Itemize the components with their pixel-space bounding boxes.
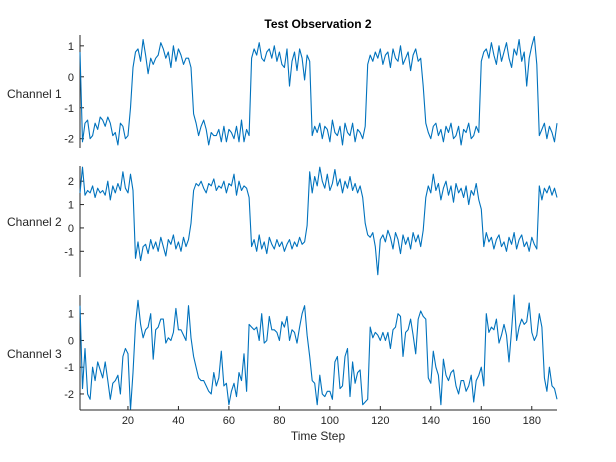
y-tick-label: 2 <box>68 176 74 188</box>
channel-3-label: Channel 3 <box>7 347 62 361</box>
channel-1-label: Channel 1 <box>7 87 62 101</box>
y-tick-label: 0 <box>68 72 74 84</box>
y-tick-label: 1 <box>68 309 74 321</box>
y-tick-label: -1 <box>64 103 74 115</box>
y-tick-label: 0 <box>68 223 74 235</box>
x-tick-label: 80 <box>273 415 285 427</box>
x-tick-label: 20 <box>122 415 134 427</box>
x-tick-label: 180 <box>523 415 541 427</box>
x-tick-label: 60 <box>223 415 235 427</box>
y-tick-label: -1 <box>64 246 74 258</box>
y-tick-label: -2 <box>64 389 74 401</box>
x-tick-label: 160 <box>472 415 490 427</box>
chart-title: Test Observation 2 <box>264 17 371 31</box>
series-line-channel-3 <box>79 294 558 411</box>
x-tick-label: 140 <box>422 415 440 427</box>
series-line-channel-1 <box>79 35 558 146</box>
y-tick-label: 0 <box>68 335 74 347</box>
y-tick-label: -2 <box>64 134 74 146</box>
x-axis-label: Time Step <box>291 429 346 443</box>
y-tick-label: -1 <box>64 362 74 374</box>
series-line-channel-2 <box>79 166 558 276</box>
y-tick-label: 1 <box>68 41 74 53</box>
x-tick-label: 40 <box>172 415 184 427</box>
x-tick-label: 100 <box>321 415 339 427</box>
y-tick-label: 1 <box>68 200 74 212</box>
channel-2-label: Channel 2 <box>7 215 62 229</box>
x-tick-label: 120 <box>371 415 389 427</box>
